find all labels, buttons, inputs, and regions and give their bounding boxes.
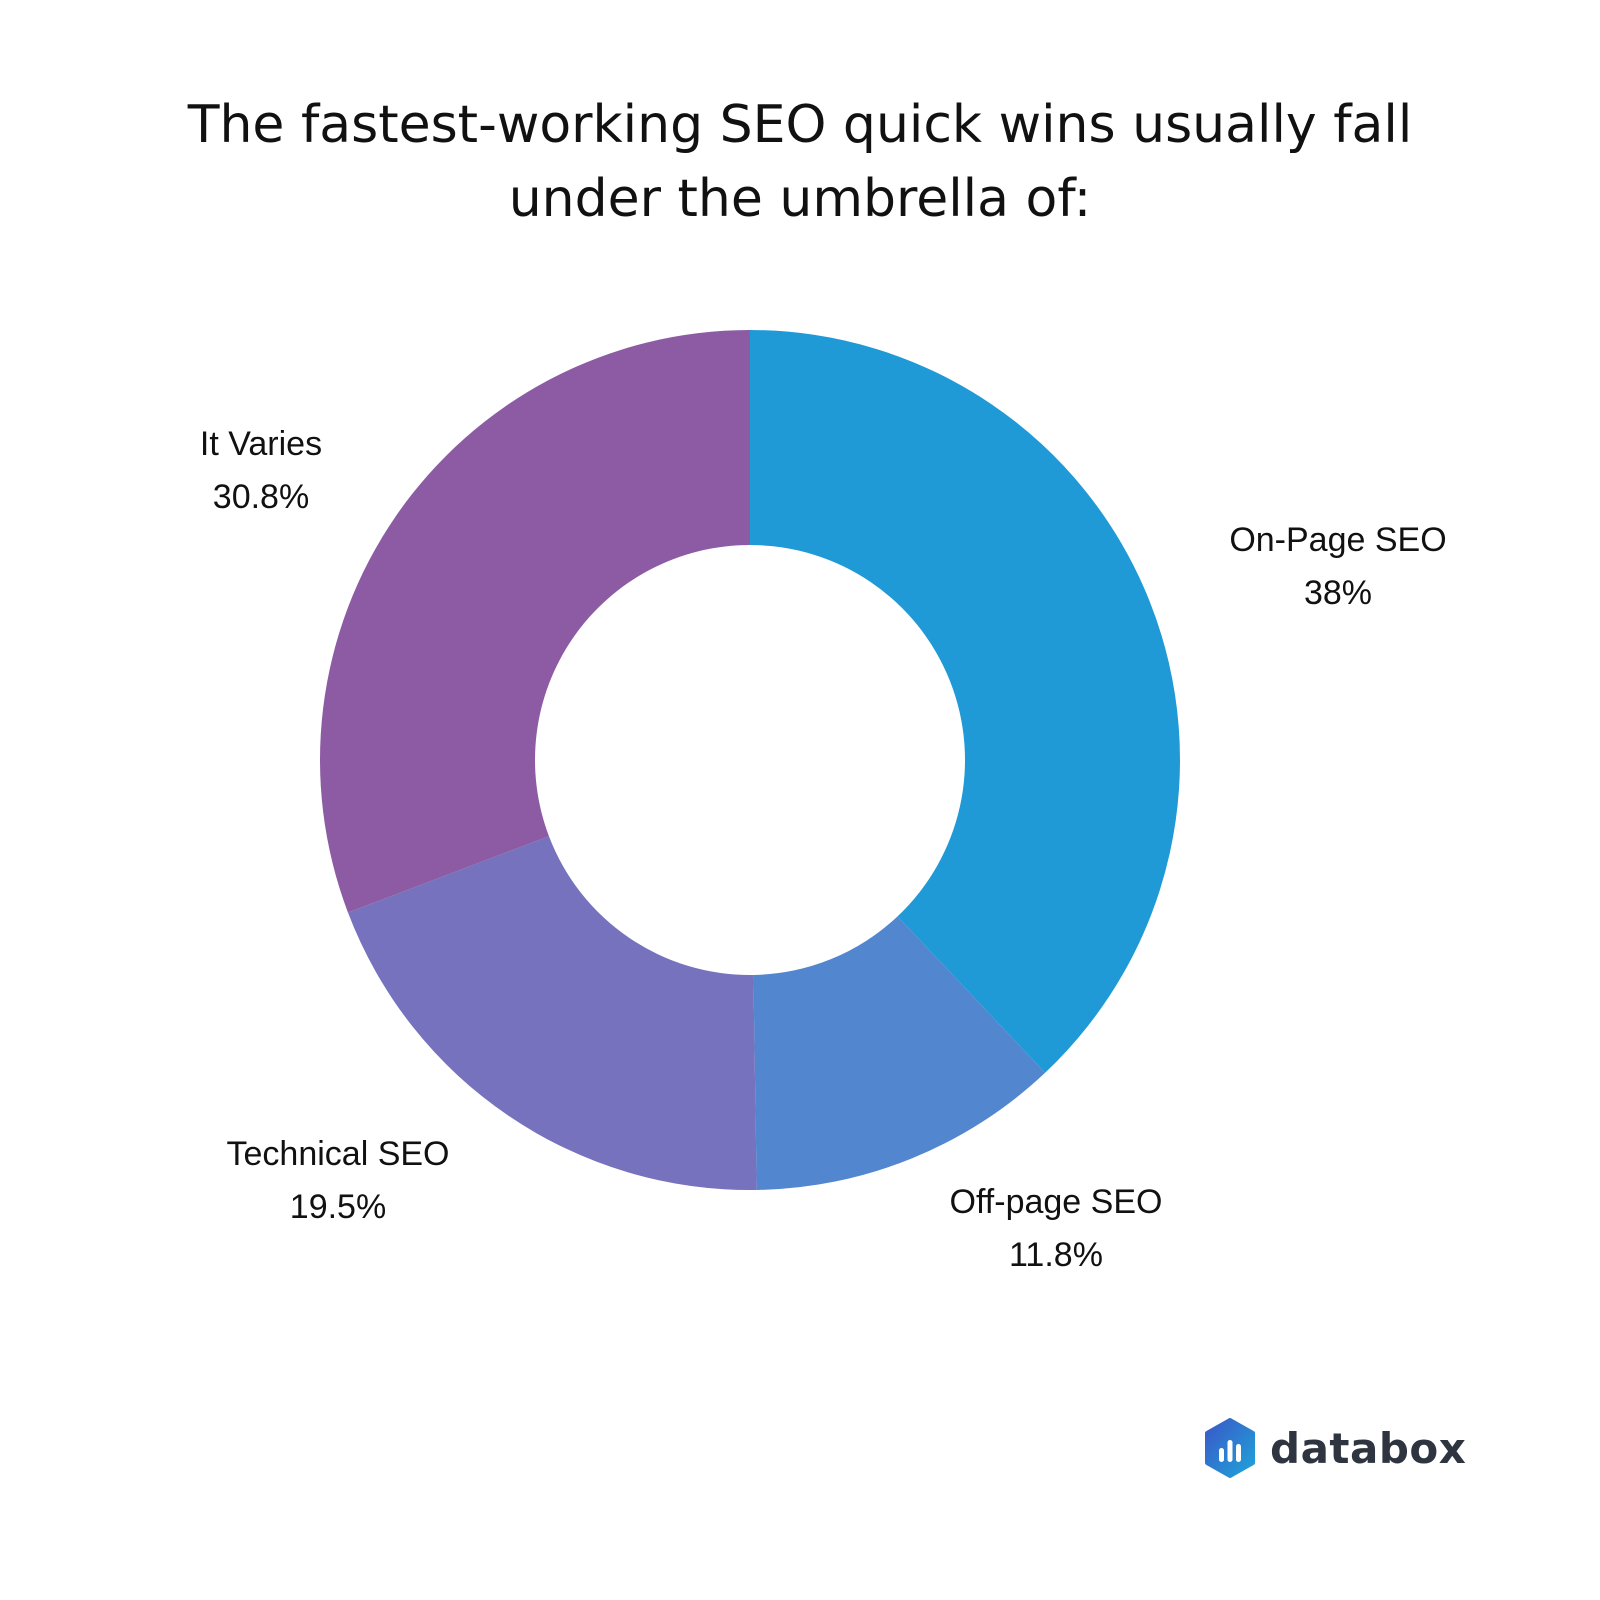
slice-value-on-page-seo: 38% [1303,574,1373,612]
databox-logo: databox [1204,1418,1466,1478]
slice-value-it-varies: 30.8% [212,478,310,516]
chart-title: The fastest-working SEO quick wins usual… [0,88,1600,236]
chart-title-line-2: under the umbrella of: [508,169,1092,229]
databox-logo-icon [1205,1418,1255,1478]
slice-name-on-page-seo: On-Page SEO [1229,521,1447,559]
slice-name-technical-seo: Technical SEO [226,1135,450,1173]
donut-slice-it-varies [320,330,750,913]
chart-title-line-1: The fastest-working SEO quick wins usual… [187,95,1413,155]
slice-label-it-varies: It Varies 30.8% [200,418,322,524]
slice-name-off-page-seo: Off-page SEO [949,1183,1163,1221]
donut-slice-on-page-seo [750,330,1180,1073]
slice-label-off-page-seo: Off-page SEO 11.8% [950,1176,1163,1282]
slice-value-off-page-seo: 11.8% [1009,1236,1103,1274]
slice-name-it-varies: It Varies [199,425,323,463]
slice-label-technical-seo: Technical SEO 19.5% [227,1128,450,1234]
slice-label-on-page-seo: On-Page SEO 38% [1229,514,1446,620]
donut-slice-off-page-seo [753,916,1046,1190]
donut-slice-technical-seo [347,836,757,1190]
slice-value-technical-seo: 19.5% [289,1188,387,1226]
databox-logo-text: databox [1270,1423,1467,1473]
